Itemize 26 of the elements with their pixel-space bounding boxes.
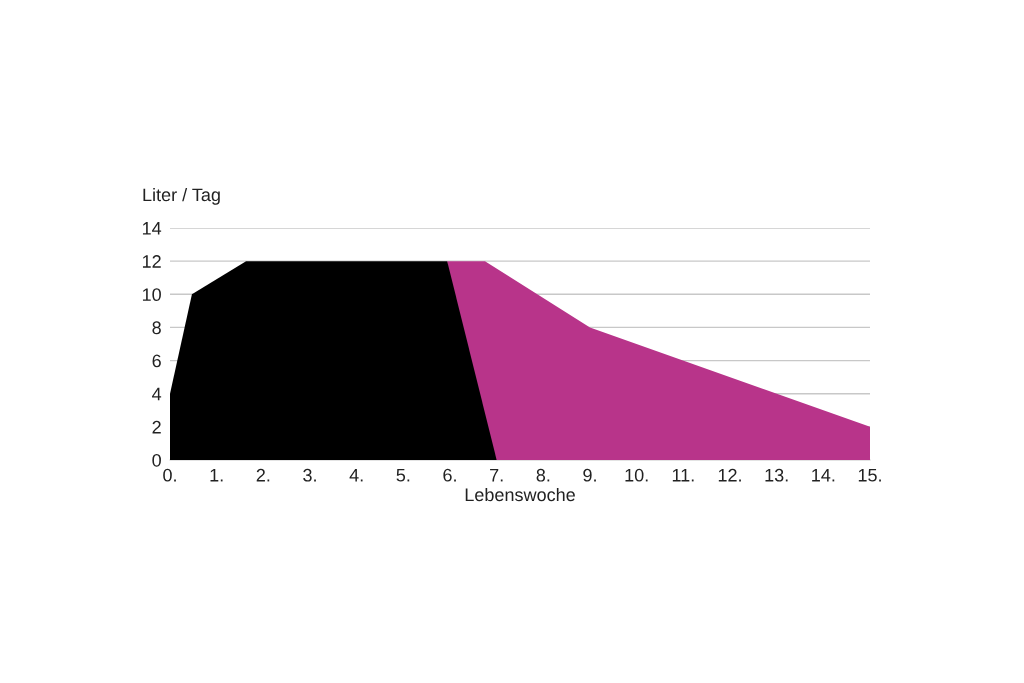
- x-tick-label: 3.: [303, 468, 316, 482]
- y-tick-label: 0: [152, 453, 161, 467]
- x-tick-label: 13.: [765, 468, 788, 482]
- x-tick-label: 12.: [718, 468, 741, 482]
- x-tick-label: 11.: [672, 469, 694, 482]
- x-tick-label: 2.: [256, 468, 270, 482]
- x-tick-label: 9.: [583, 468, 596, 482]
- x-tick-label: 7.: [490, 469, 503, 482]
- x-tick-label: 5.: [396, 469, 410, 482]
- x-tick-label: 10.: [625, 468, 648, 482]
- y-axis-title: Liter / Tag: [143, 187, 220, 205]
- x-tick-label: 14.: [812, 469, 835, 482]
- y-tick-label: 14: [142, 222, 162, 235]
- y-tick-label: 2: [152, 420, 161, 434]
- x-tick-label: 8.: [536, 468, 550, 482]
- y-tick-label: 4: [152, 387, 162, 401]
- x-tick-label: 6.: [443, 468, 456, 482]
- x-tick-label: 4.: [349, 469, 363, 482]
- y-tick-label: 10: [142, 288, 161, 302]
- x-axis-title: Lebenswoche: [465, 487, 575, 502]
- y-tick-label: 8: [152, 321, 161, 335]
- x-tick-label: 1.: [210, 469, 223, 482]
- y-tick-label: 6: [152, 354, 161, 368]
- y-tick-label: 12: [142, 255, 161, 268]
- x-tick-label: 0.: [163, 468, 176, 482]
- x-tick-label: 15.: [858, 469, 881, 482]
